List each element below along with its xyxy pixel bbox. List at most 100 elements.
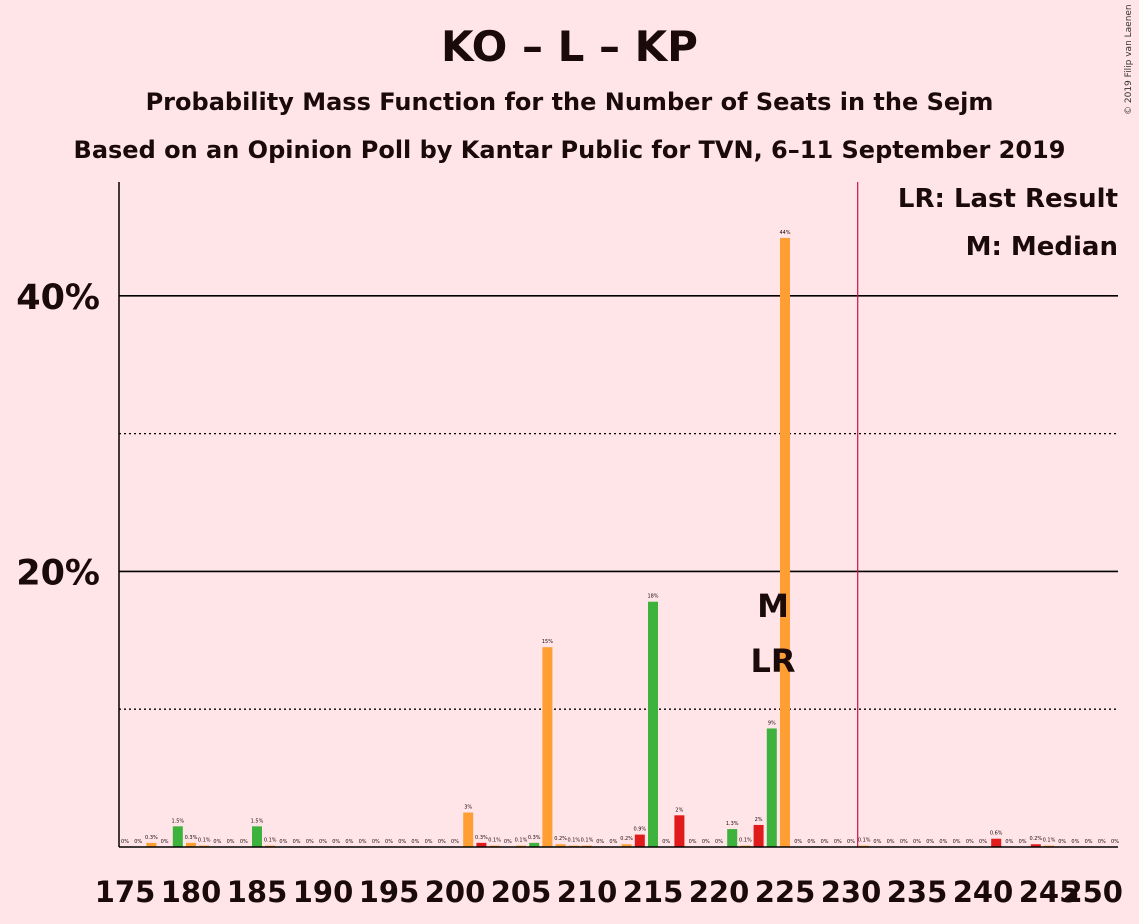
x-tick-label: 200 <box>425 875 486 909</box>
data-label-seat-175: 0% <box>121 839 129 845</box>
data-label-seat-216: 0% <box>662 839 670 845</box>
chart-title: KO – L – KP <box>441 22 698 71</box>
median-marker: M <box>757 587 789 625</box>
x-tick-label: 225 <box>755 875 816 909</box>
data-label-seat-237: 0% <box>939 839 947 845</box>
data-label-seat-226: 0% <box>794 839 802 845</box>
data-label-seat-238: 0% <box>953 839 961 845</box>
x-tick-label: 205 <box>491 875 552 909</box>
data-label-seat-232: 0% <box>873 839 881 845</box>
data-label-seat-182: 0% <box>213 839 221 845</box>
y-tick-label: 40% <box>16 278 100 318</box>
bars-group <box>146 237 1054 847</box>
data-label-seat-191: 0% <box>332 839 340 845</box>
data-label-seat-212: 0% <box>609 839 617 845</box>
data-label-seat-229: 0% <box>834 839 842 845</box>
y-tick-label: 20% <box>16 553 100 593</box>
x-tick-label: 215 <box>623 875 684 909</box>
data-label-seat-239: 0% <box>966 839 974 845</box>
data-label-seat-183: 0% <box>227 839 235 845</box>
bar-seat-207 <box>542 647 553 847</box>
x-tick-label: 220 <box>689 875 750 909</box>
x-tick-label: 240 <box>953 875 1014 909</box>
data-label-seat-221: 1.3% <box>726 821 739 827</box>
data-label-seat-242: 0% <box>1005 839 1013 845</box>
x-tick-label: 235 <box>887 875 948 909</box>
data-label-seat-250: 0% <box>1111 839 1119 845</box>
data-label-seat-188: 0% <box>293 839 301 845</box>
data-label-seat-177: 0.3% <box>145 835 158 841</box>
data-label-seat-189: 0% <box>306 839 314 845</box>
data-label-seat-211: 0% <box>596 839 604 845</box>
data-label-seat-208: 0.2% <box>554 836 567 842</box>
data-label-seat-235: 0% <box>913 839 921 845</box>
bar-seat-244 <box>1030 844 1041 847</box>
data-label-seat-240: 0% <box>979 839 987 845</box>
x-tick-label: 245 <box>1019 875 1080 909</box>
data-label-seat-209: 0.1% <box>567 838 580 844</box>
x-tick-label: 230 <box>821 875 882 909</box>
data-label-seat-179: 1.5% <box>171 818 184 824</box>
data-label-seat-201: 3% <box>464 805 472 811</box>
data-label-seat-215: 18% <box>647 594 658 600</box>
data-label-seat-223: 2% <box>755 817 763 823</box>
bar-seat-214 <box>634 834 645 847</box>
data-label-seat-176: 0% <box>134 839 142 845</box>
data-label-seat-230: 0% <box>847 839 855 845</box>
data-label-seat-243: 0% <box>1019 839 1027 845</box>
bar-seat-217 <box>674 815 685 847</box>
data-label-seat-198: 0% <box>425 839 433 845</box>
x-tick-label: 250 <box>1062 875 1123 909</box>
data-label-seat-186: 0.1% <box>264 838 277 844</box>
data-label-seat-199: 0% <box>438 839 446 845</box>
x-tick-label: 175 <box>95 875 156 909</box>
x-tick-label: 210 <box>557 875 618 909</box>
x-tick-label: 195 <box>359 875 420 909</box>
data-label-seat-222: 0.1% <box>739 838 752 844</box>
bar-seat-221 <box>727 829 738 847</box>
data-label-seat-249: 0% <box>1098 839 1106 845</box>
x-tick-label: 180 <box>161 875 222 909</box>
data-label-seat-185: 1.5% <box>251 818 264 824</box>
data-label-seat-202: 0.3% <box>475 835 488 841</box>
data-label-seat-233: 0% <box>887 839 895 845</box>
grid-lines <box>119 294 1118 710</box>
data-label-seat-190: 0% <box>319 839 327 845</box>
data-label-seat-178: 0% <box>161 839 169 845</box>
data-label-seat-227: 0% <box>807 839 815 845</box>
bar-seat-215 <box>648 601 658 847</box>
data-label-seat-187: 0% <box>279 839 287 845</box>
data-label-seat-248: 0% <box>1085 839 1093 845</box>
legend-median: M: Median <box>965 232 1118 262</box>
bar-seat-206 <box>529 842 540 847</box>
data-label-seat-194: 0% <box>372 839 380 845</box>
data-label-seat-234: 0% <box>900 839 908 845</box>
chart-subtitle: Probability Mass Function for the Number… <box>145 88 994 116</box>
data-label-seat-224: 9% <box>768 720 776 726</box>
data-label-seat-200: 0% <box>451 839 459 845</box>
bar-seat-185 <box>252 826 262 847</box>
bar-seat-225 <box>780 237 790 847</box>
data-label-seat-197: 0% <box>411 839 419 845</box>
bar-seat-241 <box>991 838 1002 847</box>
data-label-seat-241: 0.6% <box>990 831 1003 837</box>
data-labels-group: 0% 0%0.3%0%1.5%0.3% 0.1% 0% 0% 0%1.5%0.1% 0% 0%… <box>121 230 1119 845</box>
bar-seat-180 <box>186 842 196 847</box>
x-tick-label: 185 <box>227 875 288 909</box>
bar-seat-213 <box>621 844 632 847</box>
data-label-seat-236: 0% <box>926 839 934 845</box>
markers-group: M LR <box>750 587 795 680</box>
data-label-seat-210: 0.1% <box>581 838 594 844</box>
data-label-seat-219: 0% <box>702 839 710 845</box>
bar-seat-179 <box>172 826 183 847</box>
chart-source-subtitle: Based on an Opinion Poll by Kantar Publi… <box>73 136 1066 164</box>
data-label-seat-246: 0% <box>1058 839 1066 845</box>
data-label-seat-217: 2% <box>675 807 683 813</box>
data-label-seat-244: 0.2% <box>1029 836 1042 842</box>
legend-last-result: LR: Last Result <box>897 184 1118 214</box>
bar-seat-177 <box>146 842 157 847</box>
data-label-seat-192: 0% <box>345 839 353 845</box>
data-label-seat-203: 0.1% <box>488 838 501 844</box>
data-label-seat-204: 0% <box>504 839 512 845</box>
